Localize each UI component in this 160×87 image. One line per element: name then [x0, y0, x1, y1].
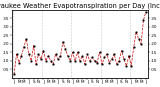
Title: Milwaukee Weather Evapotranspiration per Day (Inches): Milwaukee Weather Evapotranspiration per…: [0, 3, 160, 9]
